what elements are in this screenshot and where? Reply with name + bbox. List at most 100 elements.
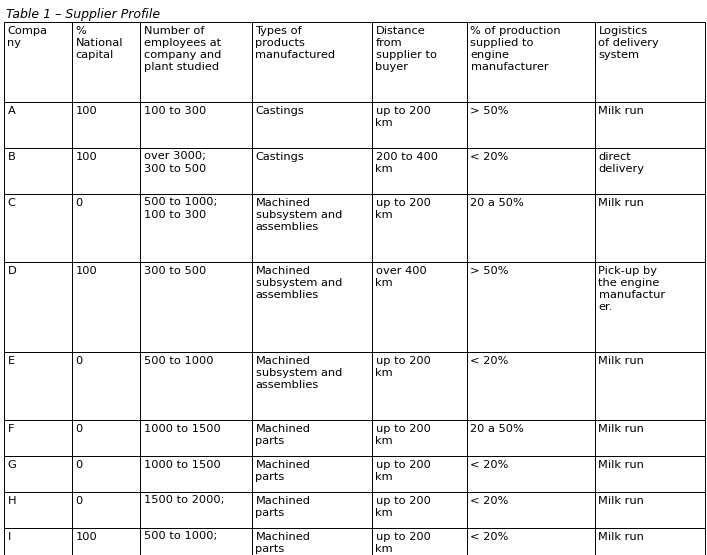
Text: Milk run: Milk run (599, 423, 644, 433)
Text: up to 200
km: up to 200 km (375, 460, 431, 482)
Text: 1000 to 1500: 1000 to 1500 (144, 460, 221, 470)
Text: % of production
supplied to
engine
manufacturer: % of production supplied to engine manuf… (470, 26, 561, 72)
Bar (467, 148, 595, 194)
Bar (252, 352, 372, 420)
Bar (72, 22, 140, 102)
Text: Milk run: Milk run (599, 198, 644, 208)
Bar (372, 456, 467, 492)
Text: 1500 to 2000;: 1500 to 2000; (144, 496, 224, 506)
Bar (140, 148, 252, 194)
Text: 0: 0 (76, 198, 83, 208)
Text: Logistics
of delivery
system: Logistics of delivery system (599, 26, 659, 59)
Text: 1000 to 1500: 1000 to 1500 (144, 423, 221, 433)
Text: 20 a 50%: 20 a 50% (470, 198, 525, 208)
Text: Number of
employees at
company and
plant studied: Number of employees at company and plant… (144, 26, 221, 72)
Text: F: F (8, 423, 14, 433)
Text: up to 200
km: up to 200 km (375, 532, 431, 553)
Text: 500 to 1000: 500 to 1000 (144, 356, 213, 366)
Bar (595, 492, 705, 528)
Bar (252, 102, 372, 148)
Bar (72, 492, 140, 528)
Bar (140, 262, 252, 352)
Text: C: C (8, 198, 16, 208)
Bar (72, 102, 140, 148)
Text: Milk run: Milk run (599, 356, 644, 366)
Bar (595, 148, 705, 194)
Text: 500 to 1000;
100 to 300: 500 to 1000; 100 to 300 (144, 198, 217, 219)
Text: I: I (8, 532, 11, 542)
Text: up to 200
km: up to 200 km (375, 496, 431, 517)
Bar (72, 352, 140, 420)
Text: Distance
from
supplier to
buyer: Distance from supplier to buyer (375, 26, 436, 72)
Bar (595, 194, 705, 262)
Text: 20 a 50%: 20 a 50% (470, 423, 525, 433)
Text: Compa
ny: Compa ny (8, 26, 47, 48)
Text: 0: 0 (76, 496, 83, 506)
Bar (595, 22, 705, 102)
Text: 200 to 400
km: 200 to 400 km (375, 152, 438, 174)
Bar (252, 456, 372, 492)
Bar (467, 528, 595, 555)
Text: direct
delivery: direct delivery (599, 152, 645, 174)
Bar (467, 102, 595, 148)
Bar (372, 148, 467, 194)
Bar (372, 352, 467, 420)
Bar (372, 420, 467, 456)
Text: up to 200
km: up to 200 km (375, 423, 431, 446)
Text: up to 200
km: up to 200 km (375, 198, 431, 219)
Text: Machined
parts: Machined parts (255, 460, 310, 482)
Text: 0: 0 (76, 423, 83, 433)
Bar (595, 420, 705, 456)
Bar (4, 194, 72, 262)
Bar (140, 528, 252, 555)
Bar (372, 102, 467, 148)
Bar (140, 102, 252, 148)
Bar (140, 492, 252, 528)
Bar (4, 22, 72, 102)
Bar (467, 22, 595, 102)
Text: 100 to 300: 100 to 300 (144, 105, 206, 115)
Bar (467, 456, 595, 492)
Bar (372, 262, 467, 352)
Bar (140, 194, 252, 262)
Text: < 20%: < 20% (470, 152, 509, 162)
Bar (72, 528, 140, 555)
Text: over 3000;
300 to 500: over 3000; 300 to 500 (144, 152, 206, 174)
Bar (595, 262, 705, 352)
Text: up to 200
km: up to 200 km (375, 105, 431, 128)
Bar (252, 528, 372, 555)
Bar (252, 262, 372, 352)
Bar (4, 420, 72, 456)
Bar (252, 22, 372, 102)
Text: Machined
parts: Machined parts (255, 532, 310, 553)
Bar (4, 148, 72, 194)
Text: E: E (8, 356, 15, 366)
Bar (72, 262, 140, 352)
Bar (252, 194, 372, 262)
Text: Machined
parts: Machined parts (255, 423, 310, 446)
Bar (72, 456, 140, 492)
Text: A: A (8, 105, 16, 115)
Bar (4, 456, 72, 492)
Text: 500 to 1000;: 500 to 1000; (144, 532, 217, 542)
Text: 0: 0 (76, 460, 83, 470)
Bar (140, 420, 252, 456)
Text: Table 1 – Supplier Profile: Table 1 – Supplier Profile (6, 8, 160, 21)
Bar (467, 194, 595, 262)
Text: 100: 100 (76, 105, 98, 115)
Bar (4, 102, 72, 148)
Bar (140, 456, 252, 492)
Text: Machined
parts: Machined parts (255, 496, 310, 517)
Bar (467, 352, 595, 420)
Text: Machined
subsystem and
assemblies: Machined subsystem and assemblies (255, 198, 342, 231)
Bar (372, 528, 467, 555)
Text: Milk run: Milk run (599, 460, 644, 470)
Bar (140, 352, 252, 420)
Text: < 20%: < 20% (470, 460, 509, 470)
Bar (372, 492, 467, 528)
Bar (140, 22, 252, 102)
Text: Milk run: Milk run (599, 105, 644, 115)
Bar (595, 456, 705, 492)
Text: Castings: Castings (255, 152, 304, 162)
Bar (372, 194, 467, 262)
